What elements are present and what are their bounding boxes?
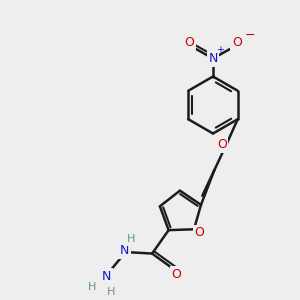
Text: O: O (232, 36, 242, 49)
Text: O: O (194, 226, 204, 239)
Text: N: N (101, 270, 111, 283)
Text: H: H (127, 235, 135, 244)
Text: O: O (171, 268, 181, 281)
Text: H: H (107, 287, 116, 297)
Text: +: + (216, 45, 224, 55)
Text: O: O (217, 138, 227, 151)
Text: H: H (88, 282, 96, 292)
Text: −: − (245, 29, 255, 42)
Text: N: N (208, 52, 218, 65)
Text: O: O (184, 36, 194, 49)
Text: N: N (119, 244, 129, 257)
